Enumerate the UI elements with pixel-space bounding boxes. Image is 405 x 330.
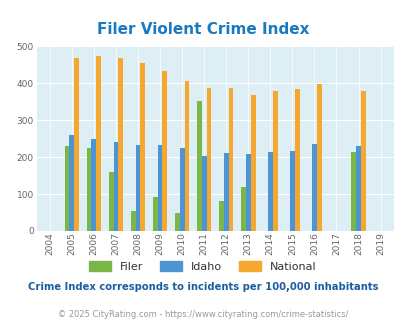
Bar (223, 153, 228, 231)
Bar (360, 91, 365, 231)
Bar (311, 144, 316, 231)
Bar (118, 58, 123, 231)
Bar (157, 145, 162, 231)
Bar (184, 81, 189, 231)
Bar (162, 71, 167, 231)
Bar (267, 152, 272, 231)
Bar (175, 213, 179, 231)
Bar (64, 146, 69, 231)
Bar (289, 151, 294, 231)
Bar (86, 148, 91, 231)
Bar (228, 88, 233, 231)
Bar (245, 154, 250, 231)
Bar (206, 88, 211, 231)
Bar (218, 201, 223, 231)
Bar (272, 91, 277, 231)
Bar (135, 145, 140, 231)
Text: © 2025 CityRating.com - https://www.cityrating.com/crime-statistics/: © 2025 CityRating.com - https://www.city… (58, 310, 347, 319)
Bar (91, 139, 96, 231)
Bar (179, 148, 184, 231)
Bar (74, 58, 79, 231)
Bar (316, 84, 321, 231)
Bar (294, 89, 299, 231)
Bar (69, 135, 74, 231)
Text: Crime Index corresponds to incidents per 100,000 inhabitants: Crime Index corresponds to incidents per… (28, 282, 377, 292)
Bar (201, 156, 206, 231)
Bar (241, 187, 245, 231)
Bar (96, 56, 101, 231)
Bar (109, 172, 113, 231)
Bar (350, 151, 355, 231)
Text: Filer Violent Crime Index: Filer Violent Crime Index (96, 22, 309, 37)
Bar (196, 101, 201, 231)
Bar (152, 197, 157, 231)
Bar (113, 142, 118, 231)
Bar (140, 63, 145, 231)
Legend: Filer, Idaho, National: Filer, Idaho, National (85, 256, 320, 276)
Bar (250, 95, 255, 231)
Bar (355, 146, 360, 231)
Bar (130, 211, 135, 231)
